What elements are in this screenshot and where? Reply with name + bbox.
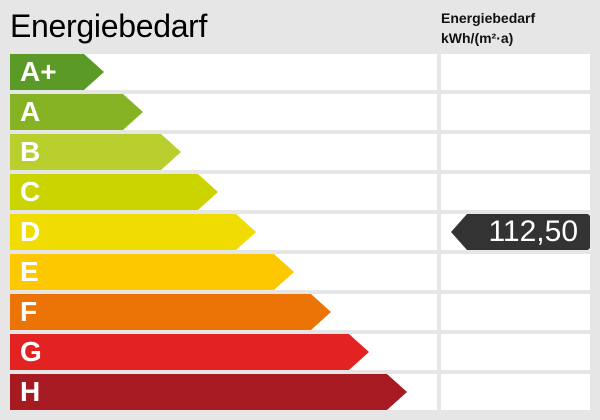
class-label: E xyxy=(20,256,39,287)
value-cell xyxy=(441,294,590,330)
class-arrow: C xyxy=(10,174,218,210)
column-header: Energiebedarf kWh/(m²·a) xyxy=(441,8,535,48)
value-cell xyxy=(441,334,590,370)
class-row-b: B xyxy=(10,134,437,170)
class-arrow: E xyxy=(10,254,294,290)
class-label: G xyxy=(20,336,42,367)
value-text: 112,50 xyxy=(488,215,578,248)
class-label: F xyxy=(20,296,38,327)
class-arrow: G xyxy=(10,334,369,370)
class-label: A xyxy=(20,96,41,127)
column-header-title: Energiebedarf xyxy=(441,10,536,26)
class-row-c: C xyxy=(10,174,437,210)
value-cell xyxy=(441,94,590,130)
class-row-a: A xyxy=(10,94,437,130)
class-row-g: G xyxy=(10,334,437,370)
class-row-aplus: A+ xyxy=(10,54,437,90)
class-arrow: A+ xyxy=(10,54,104,90)
class-arrow: F xyxy=(10,294,331,330)
class-label: D xyxy=(20,216,41,247)
value-cell xyxy=(441,54,590,90)
class-arrow: H xyxy=(10,374,407,410)
value-marker: 112,50 xyxy=(451,214,590,250)
value-cell xyxy=(441,374,590,410)
class-label: H xyxy=(20,376,41,407)
value-cell xyxy=(441,134,590,170)
class-arrow: B xyxy=(10,134,181,170)
class-row-h: H xyxy=(10,374,437,410)
value-cell xyxy=(441,174,590,210)
class-label: A+ xyxy=(20,56,57,87)
value-cell xyxy=(441,254,590,290)
class-label: B xyxy=(20,136,41,167)
class-label: C xyxy=(20,176,41,207)
page-title: Energiebedarf xyxy=(10,8,208,44)
column-header-unit: kWh/(m²·a) xyxy=(441,30,514,46)
class-row-d: D xyxy=(10,214,437,250)
class-row-f: F xyxy=(10,294,437,330)
class-arrow: D xyxy=(10,214,256,250)
class-row-e: E xyxy=(10,254,437,290)
class-arrow: A xyxy=(10,94,143,130)
